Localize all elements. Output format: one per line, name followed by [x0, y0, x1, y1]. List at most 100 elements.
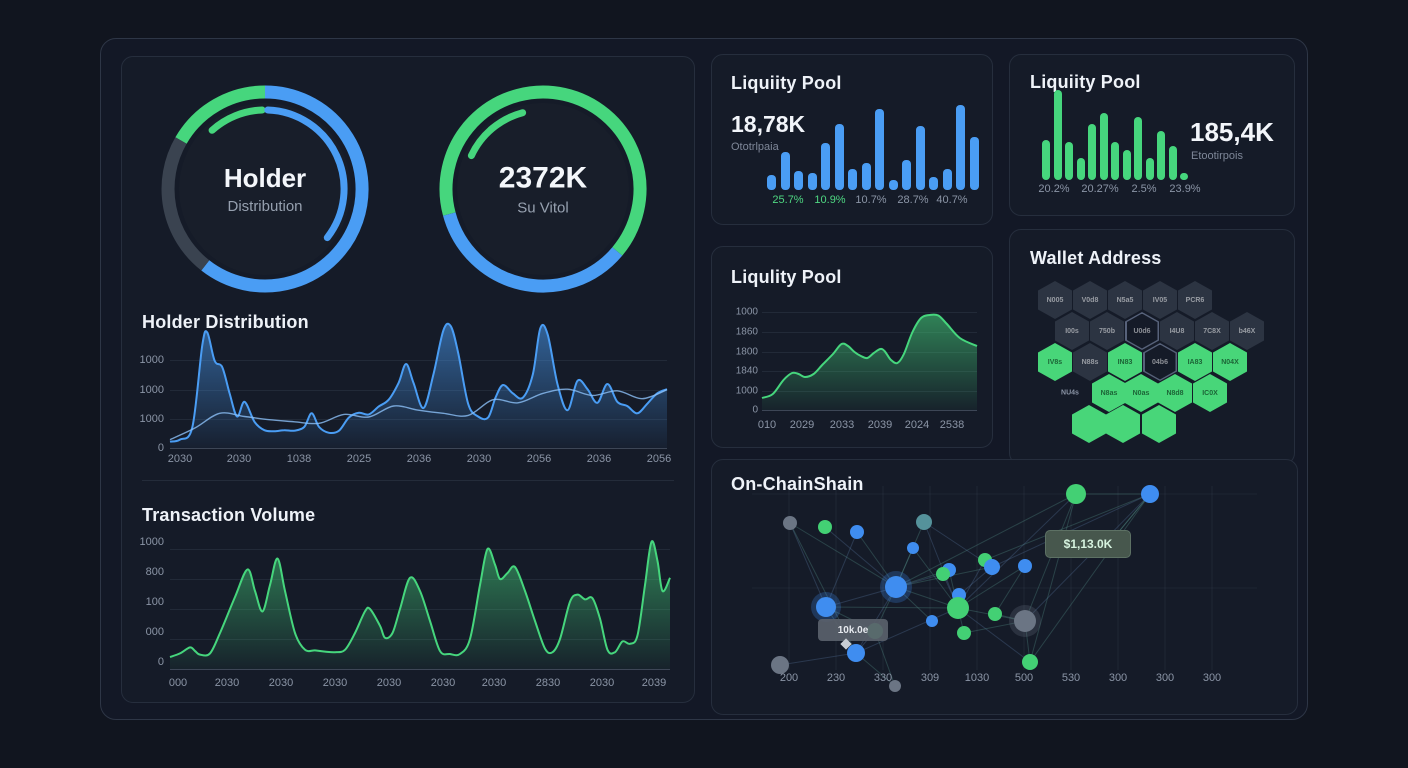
supply-donut	[439, 85, 647, 293]
y-axis-label: 800	[145, 566, 164, 578]
bar-percent-label: 20.27%	[1081, 183, 1119, 195]
network-node[interactable]	[850, 525, 864, 539]
bar-percent-label: 28.7%	[897, 194, 929, 206]
wallet-hex[interactable]: 04b6	[1143, 343, 1177, 381]
bar	[1111, 142, 1119, 180]
wallet-hex[interactable]: IC0X	[1193, 374, 1227, 412]
network-graph	[752, 484, 1257, 692]
wallet-hex[interactable]: PCR6	[1178, 281, 1212, 319]
wallet-hex[interactable]: I00s	[1055, 312, 1089, 350]
x-axis-label: 2036	[586, 453, 612, 465]
x-axis-label: 500	[1014, 672, 1034, 684]
x-axis-label: 2056	[526, 453, 552, 465]
wallet-hex[interactable]: U0d6	[1125, 312, 1159, 350]
x-axis-label: 1038	[286, 453, 312, 465]
x-axis-label: 2030	[466, 453, 492, 465]
wallet-hex[interactable]: N005	[1038, 281, 1072, 319]
y-axis-label: 0	[157, 656, 164, 668]
network-node[interactable]	[936, 567, 950, 581]
y-axis-label: 1000	[735, 385, 758, 397]
wallet-hex[interactable]: N8d8	[1158, 374, 1192, 412]
wallet-hex[interactable]: IN83	[1108, 343, 1142, 381]
volume-chart-title: Transaction Volume	[142, 505, 316, 525]
network-node[interactable]	[1018, 559, 1032, 573]
y-axis-label: 1000	[735, 306, 758, 318]
wallet-hex[interactable]: 750b	[1090, 312, 1124, 350]
liquity-pool-green-card: Liquiity Pool 185,4K Etootirpois 20.2% 20…	[1009, 54, 1295, 216]
network-node[interactable]	[957, 626, 971, 640]
network-node[interactable]	[947, 597, 969, 619]
network-node[interactable]	[816, 597, 836, 617]
card-subtitle: Ototrlpaia	[731, 141, 779, 153]
x-axis-label: 230	[826, 672, 846, 684]
bar	[1145, 157, 1154, 180]
holder-chart-title: Holder Distribution	[142, 312, 309, 332]
network-tooltip-primary: $1,13.0K	[1045, 530, 1131, 558]
y-axis-label: 1800	[735, 346, 758, 358]
network-node[interactable]	[1022, 654, 1038, 670]
wallet-hex[interactable]: 7C8X	[1195, 312, 1229, 350]
x-axis-label: 2030	[268, 677, 294, 689]
bar-percent-label: 10.9%	[814, 194, 846, 206]
x-axis-label: 2030	[322, 677, 348, 689]
bar	[1180, 172, 1188, 180]
liquity-pool-area-card: Liqulity Pool 1000 1860 1800 1840 1000 0 010 20…	[711, 246, 993, 448]
x-axis-label: 2030	[589, 677, 615, 689]
network-node[interactable]	[907, 542, 919, 554]
bar	[1076, 157, 1085, 180]
network-node[interactable]	[926, 615, 938, 627]
network-node[interactable]	[885, 576, 907, 598]
y-axis-label: 1000	[139, 354, 164, 366]
wallet-hex[interactable]	[1072, 405, 1106, 443]
wallet-hex[interactable]: IV05	[1143, 281, 1177, 319]
card-title: Liquiity Pool	[1030, 72, 1141, 92]
wallet-hex[interactable]	[1142, 405, 1176, 443]
y-axis-label: 1860	[735, 326, 758, 338]
network-node[interactable]	[818, 520, 832, 534]
x-axis-label: 2056	[646, 453, 672, 465]
x-axis-label: 2538	[939, 419, 965, 431]
network-node[interactable]	[847, 644, 865, 662]
wallet-hex[interactable]: IV8s	[1038, 343, 1072, 381]
wallet-hex[interactable]: N88s	[1073, 343, 1107, 381]
holder-distribution-donut	[161, 85, 369, 293]
network-node[interactable]	[916, 514, 932, 530]
bar	[1122, 150, 1131, 180]
network-node[interactable]	[1141, 485, 1159, 503]
donut1-title: Holder	[223, 163, 307, 193]
network-node[interactable]	[984, 559, 1000, 575]
donut2-value: 2372K	[498, 161, 588, 195]
holder-area-chart	[169, 322, 668, 448]
donut2-subtitle: Su Vitol	[517, 199, 569, 217]
wallet-hex[interactable]: N5a5	[1108, 281, 1142, 319]
network-node[interactable]	[1014, 610, 1036, 632]
bar	[969, 137, 979, 190]
network-node[interactable]	[783, 516, 797, 530]
bar	[807, 173, 817, 190]
onchain-network-card: On-ChainShain $1,13.0K 10k.0e 200 230 330 3…	[711, 459, 1298, 715]
x-axis-label: 2039	[641, 677, 667, 689]
network-node[interactable]	[1066, 484, 1086, 504]
bar-percent-label: 2.5%	[1131, 183, 1157, 195]
wallet-hex[interactable]: V0d8	[1073, 281, 1107, 319]
wallet-hex[interactable]: I4U8	[1160, 312, 1194, 350]
x-axis-label: 2830	[535, 677, 561, 689]
x-axis-label: 2030	[226, 453, 252, 465]
x-axis-label: 300	[1108, 672, 1128, 684]
bar-percent-label: 25.7%	[772, 194, 804, 206]
network-node[interactable]	[889, 680, 901, 692]
bar	[1042, 139, 1050, 180]
x-axis-label: 330	[873, 672, 893, 684]
wallet-hex[interactable]: N04X	[1213, 343, 1247, 381]
network-node[interactable]	[771, 656, 789, 674]
bar	[1065, 142, 1073, 180]
bar	[821, 143, 830, 190]
bar	[1088, 124, 1096, 180]
bar-percent-label: 40.7%	[936, 194, 968, 206]
wallet-hex[interactable]: IA83	[1178, 343, 1212, 381]
x-axis-label: 1030	[964, 672, 990, 684]
network-node[interactable]	[988, 607, 1002, 621]
wallet-hex[interactable]: N0as	[1124, 374, 1158, 412]
wallet-hex[interactable]: b46X	[1230, 312, 1264, 350]
x-axis-label: 2030	[430, 677, 456, 689]
